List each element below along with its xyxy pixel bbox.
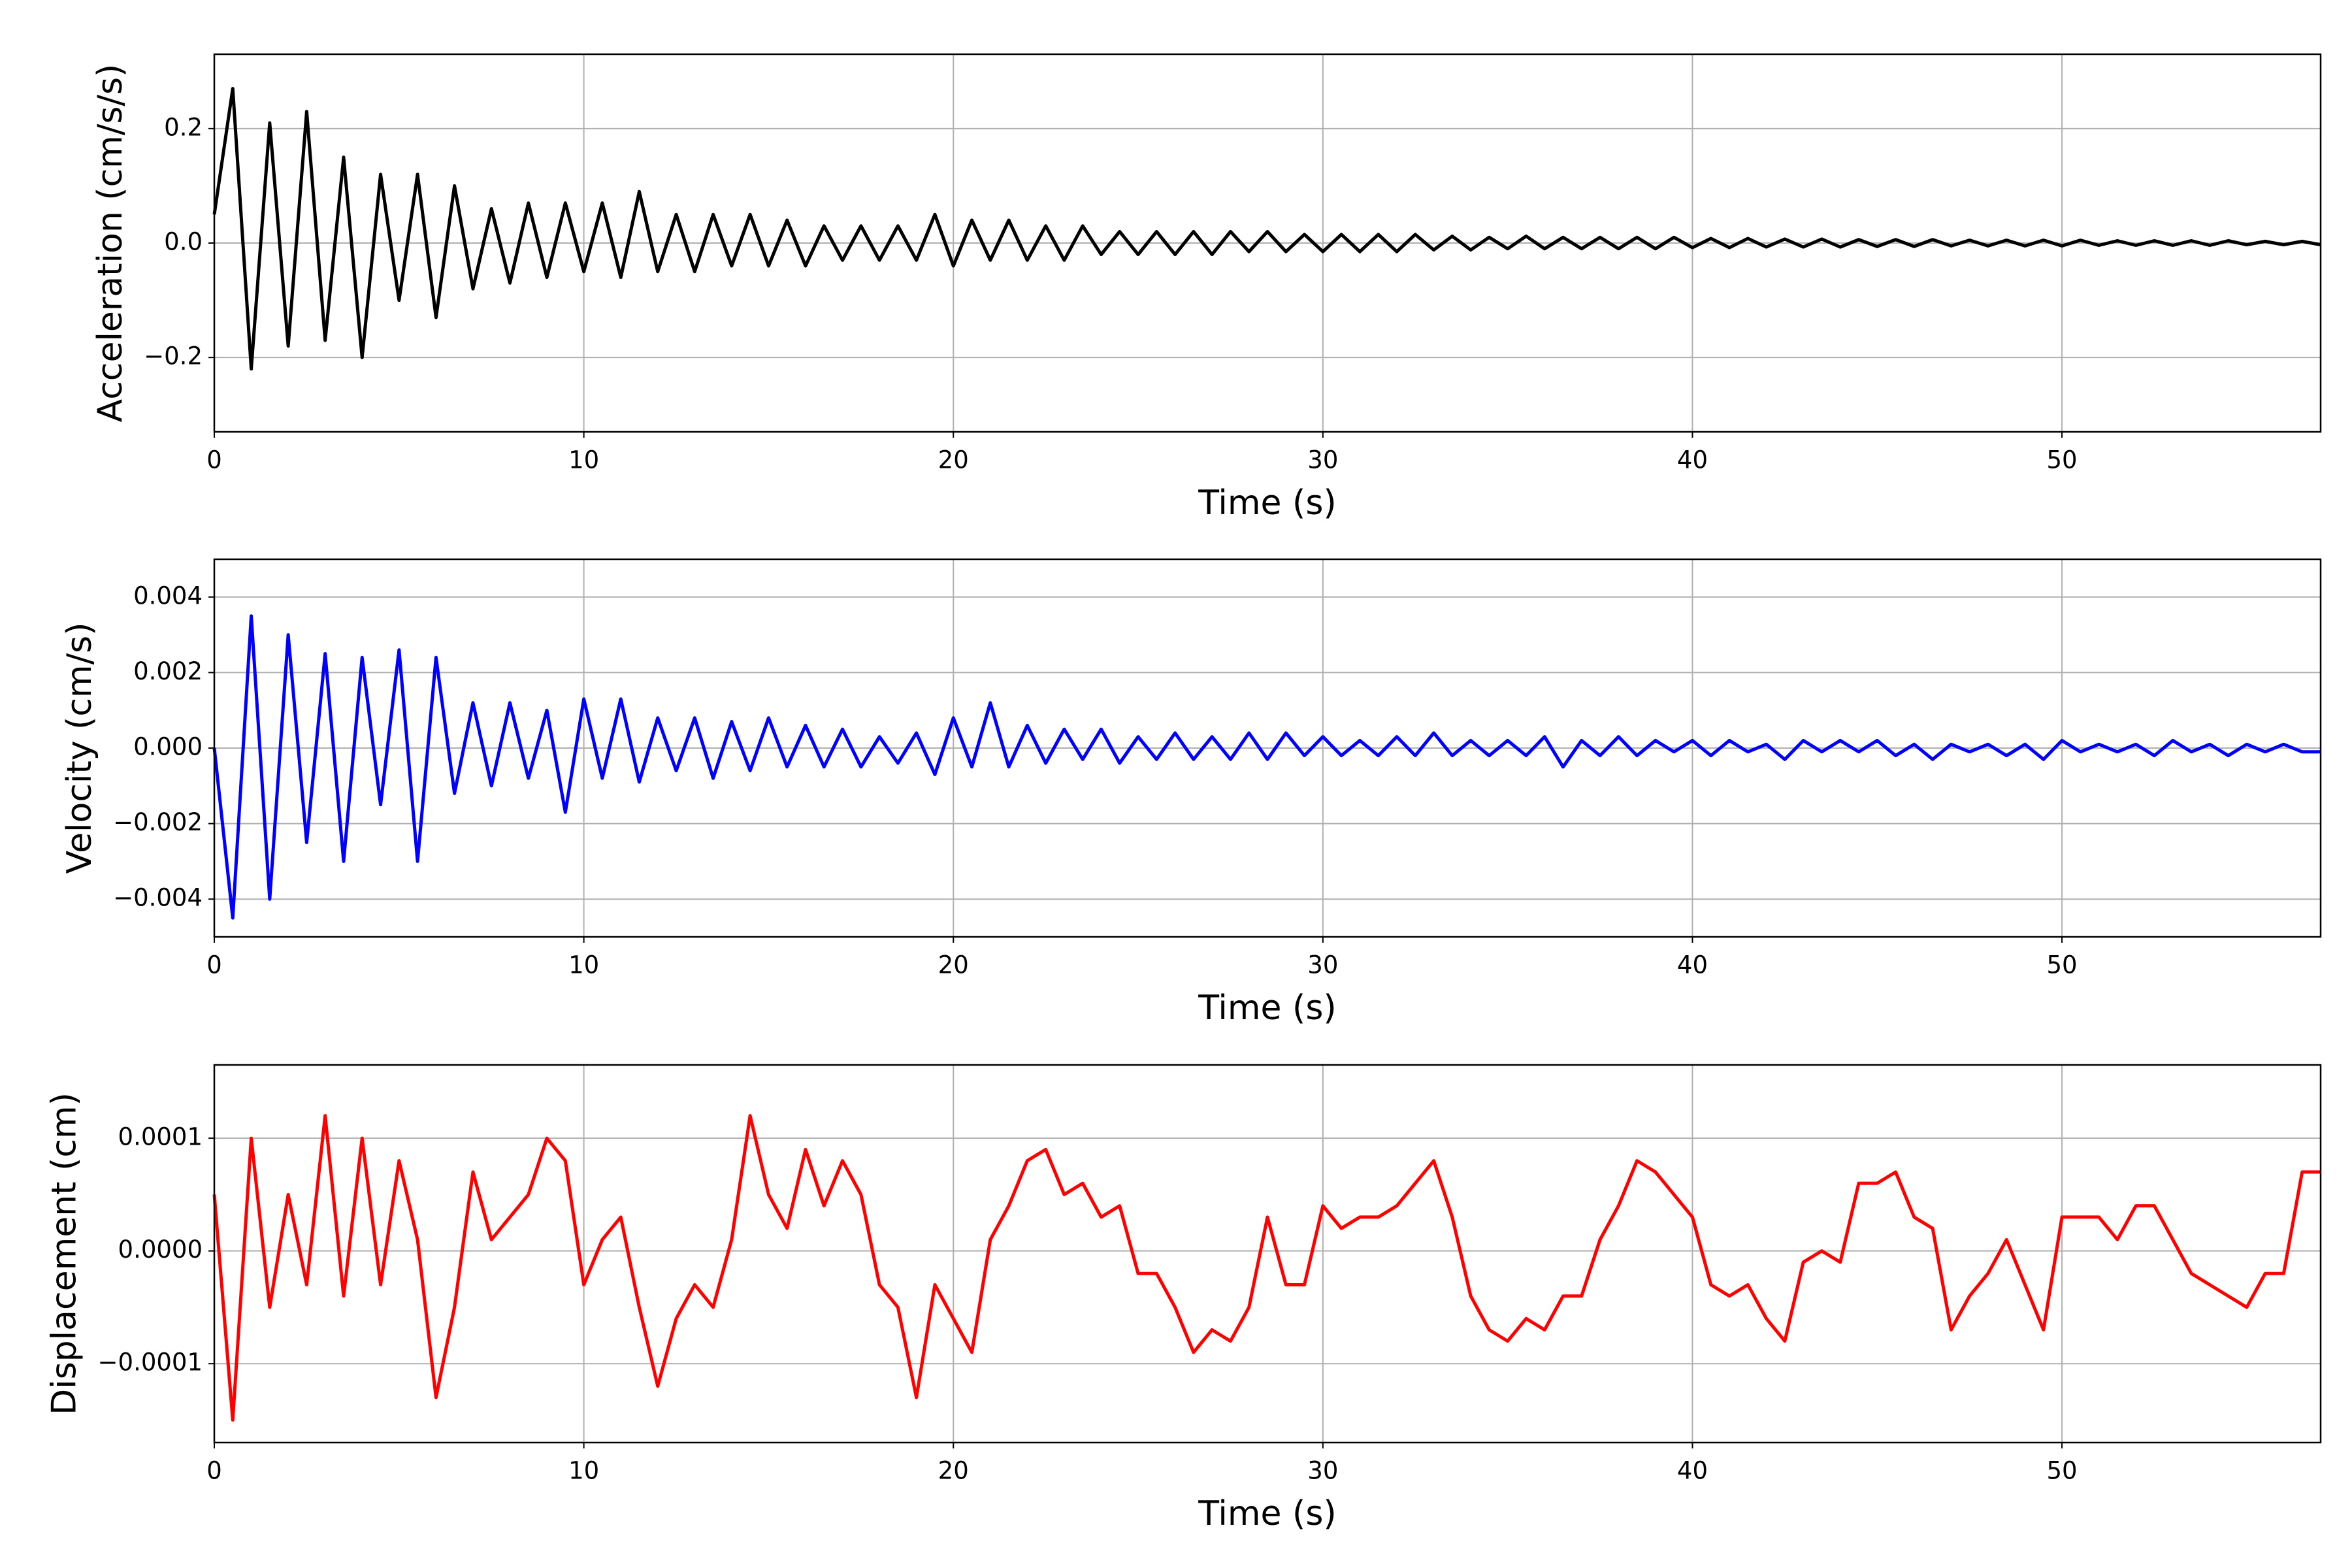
y-tick-label: 0.0 [164,228,203,256]
x-tick-label: 10 [568,951,599,979]
y-tick-label: 0.004 [133,581,203,610]
data-line [212,614,2321,920]
y-tick-label: −0.002 [113,808,203,836]
y-tick-label: 0.000 [133,733,203,761]
x-tick-label: 50 [2047,1457,2078,1485]
x-tick-label: 30 [1307,951,1338,979]
x-tick-label: 20 [938,951,969,979]
y-tick-label: 0.2 [164,113,203,141]
x-tick-label: 10 [568,1457,599,1485]
x-tick-label: 30 [1307,446,1338,474]
x-tick-label: 10 [568,446,599,474]
y-tick-label: −0.0001 [98,1348,203,1377]
x-tick-label: 40 [1677,446,1708,474]
y-tick-label: 0.0000 [118,1235,203,1264]
x-tick-label: 40 [1677,1457,1708,1485]
y-tick-label: −0.004 [113,884,203,912]
y-tick-label: 0.002 [133,657,203,685]
axes-frame [213,558,2322,938]
x-tick-label: 50 [2047,446,2078,474]
x-tick-label: 20 [938,1457,969,1485]
x-tick-label: 40 [1677,951,1708,979]
axes-frame [213,1064,2322,1444]
x-tick-label: 0 [206,951,222,979]
y-axis-label: Displacement (cm) [45,1092,84,1415]
x-tick-label: 50 [2047,951,2078,979]
data-line [212,87,2321,371]
x-axis-label: Time (s) [1198,1494,1336,1533]
x-axis-label: Time (s) [1198,483,1336,523]
x-tick-label: 30 [1307,1457,1338,1485]
x-tick-label: 0 [206,446,222,474]
y-axis-label: Acceleration (cm/s/s) [91,64,130,423]
x-axis-label: Time (s) [1198,988,1336,1028]
x-tick-label: 0 [206,1457,222,1485]
y-tick-label: 0.0001 [118,1123,203,1151]
y-axis-label: Velocity (cm/s) [60,623,99,874]
axes-frame [213,53,2322,433]
x-tick-label: 20 [938,446,969,474]
data-line [212,1114,2321,1422]
y-tick-label: −0.2 [144,342,203,370]
